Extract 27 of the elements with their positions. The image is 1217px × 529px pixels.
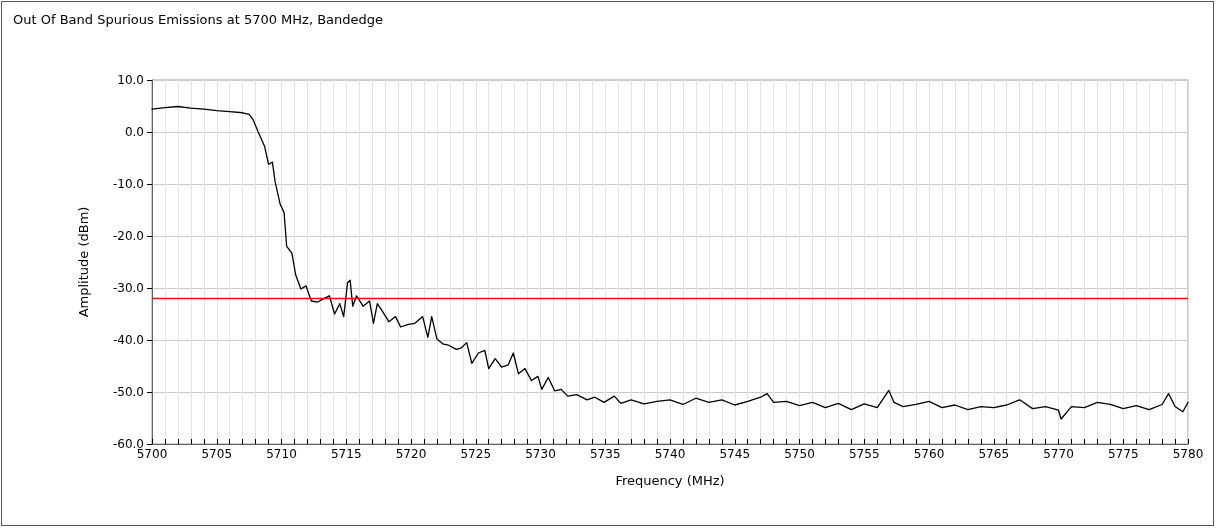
- x-tick-label: 5780: [1172, 447, 1204, 461]
- x-tick-label: 5750: [784, 447, 815, 461]
- x-tick-label: 5775: [1107, 447, 1139, 461]
- y-tick-label: -10.0: [112, 177, 144, 191]
- y-tick-label: -20.0: [112, 229, 144, 243]
- x-tick-label: 5770: [1043, 447, 1074, 461]
- x-tick-label: 5760: [913, 447, 945, 461]
- x-axis-title: Frequency (MHz): [615, 473, 725, 488]
- y-axis-title: Amplitude (dBm): [76, 206, 91, 318]
- x-tick-label: 5755: [848, 447, 880, 461]
- x-tick-label: 5715: [330, 447, 362, 461]
- y-tick-label: 0.0: [124, 125, 144, 139]
- x-tick-label: 5725: [460, 447, 492, 461]
- x-tick-label: 5740: [654, 447, 686, 461]
- x-tick-label: 5730: [525, 447, 556, 461]
- x-tick-label: 5705: [201, 447, 233, 461]
- y-tick-label: 10.0: [117, 73, 144, 87]
- x-tick-label: 5745: [719, 447, 751, 461]
- chart-title: Out Of Band Spurious Emissions at 5700 MHz, Bandedge: [13, 12, 384, 27]
- x-tick-label: 5720: [395, 447, 427, 461]
- line-series: [151, 105, 1189, 420]
- y-tick-label: -40.0: [112, 333, 144, 347]
- y-tick-label: -30.0: [112, 281, 144, 295]
- x-tick-label: 5765: [978, 447, 1010, 461]
- y-tick-label: -50.0: [112, 385, 144, 399]
- x-tick-label: 5735: [589, 447, 621, 461]
- x-tick-label: 5710: [266, 447, 297, 461]
